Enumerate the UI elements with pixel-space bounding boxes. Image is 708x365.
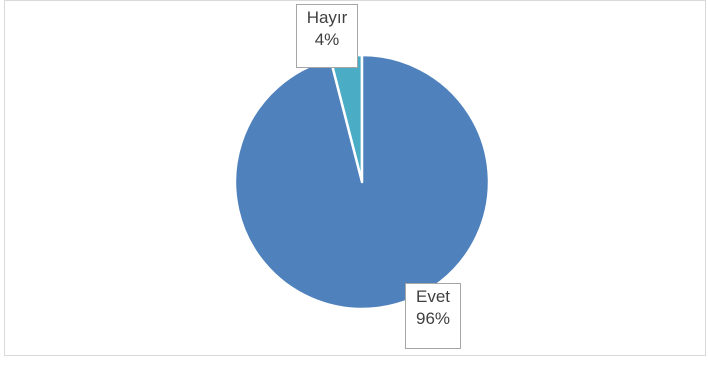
data-label-hayir-category: Hayır	[306, 8, 348, 27]
data-label-evet-category: Evet	[415, 287, 451, 306]
pie-slice-evet	[233, 53, 491, 311]
data-label-hayir: Hayır 4%	[296, 4, 358, 68]
data-label-evet-value: 96%	[415, 309, 451, 328]
data-label-evet: Evet 96%	[405, 283, 461, 349]
data-label-hayir-value: 4%	[314, 30, 340, 49]
